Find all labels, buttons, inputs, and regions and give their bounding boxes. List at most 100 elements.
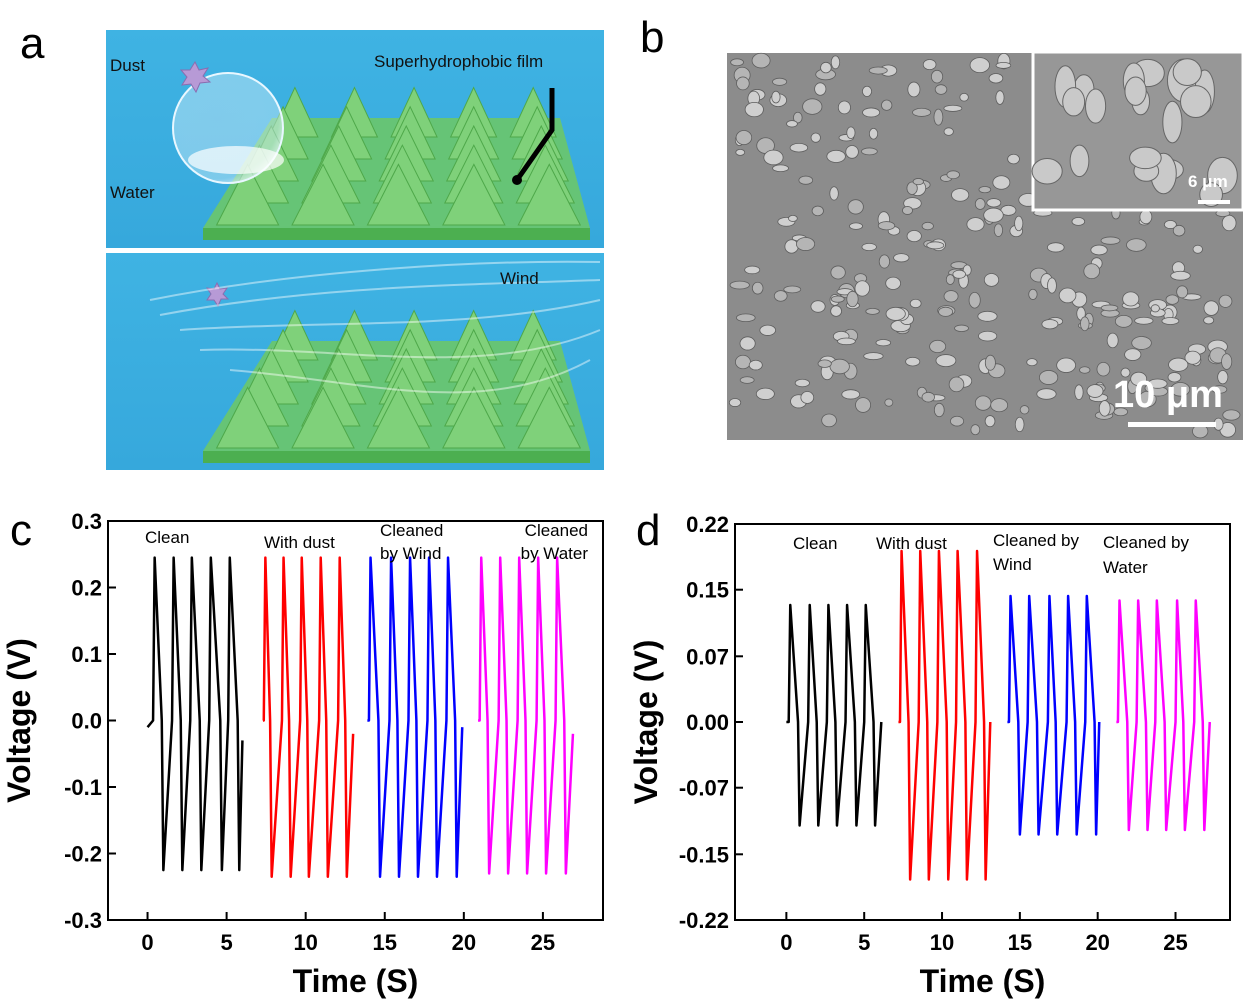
- sem-feature: [735, 354, 751, 370]
- sem-feature: [1084, 88, 1107, 124]
- y-tick-label: 0.00: [686, 710, 729, 735]
- sem-feature: [763, 149, 784, 166]
- sem-feature: [861, 147, 878, 156]
- sem-feature: [814, 82, 827, 96]
- sem-feature: [1218, 294, 1233, 308]
- signal-line: [786, 603, 883, 827]
- sem-feature: [974, 395, 992, 411]
- x-tick-label: 5: [858, 930, 870, 955]
- sem-feature: [861, 242, 877, 252]
- sem-feature: [837, 100, 851, 115]
- scale-label: 10 μm: [1113, 374, 1223, 416]
- sem-feature: [802, 98, 823, 115]
- sem-feature: [739, 336, 756, 351]
- sem-feature: [868, 66, 888, 75]
- film-side: [203, 228, 590, 240]
- y-tick-label: -0.15: [679, 842, 729, 867]
- sem-feature: [970, 424, 981, 436]
- sem-feature: [1079, 366, 1091, 374]
- sem-feature: [1056, 357, 1077, 373]
- sem-feature: [744, 101, 764, 118]
- sem-feature: [954, 324, 969, 332]
- x-tick-label: 25: [1163, 930, 1187, 955]
- inset-scale-label: 6 μm: [1188, 172, 1228, 191]
- sem-feature: [729, 280, 750, 290]
- sem-feature: [912, 178, 924, 186]
- wind-lines: [149, 260, 601, 394]
- sem-feature: [830, 265, 846, 280]
- sem-feature: [992, 175, 1011, 190]
- sem-feature: [974, 198, 986, 210]
- sem-feature: [1139, 209, 1153, 225]
- sem-feature: [1203, 300, 1219, 316]
- film-cone: [442, 386, 506, 449]
- film-cone: [366, 163, 431, 226]
- sem-feature: [798, 175, 814, 185]
- panel-label: d: [636, 506, 660, 555]
- sem-feature: [1047, 242, 1065, 253]
- sem-feature: [759, 324, 776, 336]
- sem-feature: [820, 61, 832, 74]
- sem-feature: [829, 186, 839, 201]
- sem-feature: [912, 107, 932, 117]
- sem-feature: [946, 170, 960, 180]
- sem-feature: [988, 73, 1004, 84]
- droplet-reflection: [188, 146, 284, 174]
- sem-feature: [933, 402, 945, 418]
- sem-feature: [922, 59, 937, 71]
- sem-feature: [977, 310, 998, 322]
- sem-feature: [945, 274, 955, 285]
- sem-feature: [772, 77, 788, 86]
- sem-feature: [783, 285, 802, 294]
- sem-feature: [1071, 217, 1086, 226]
- y-tick-label: -0.2: [64, 842, 102, 867]
- sem-feature: [1126, 238, 1147, 252]
- sem-feature: [755, 387, 775, 400]
- dust-label: Dust: [110, 56, 145, 75]
- sem-feature: [1062, 87, 1086, 117]
- sem-feature: [1100, 304, 1119, 312]
- film-cone: [442, 163, 506, 226]
- sem-feature: [986, 198, 1002, 208]
- sem-feature: [846, 290, 859, 308]
- sem-feature: [1170, 270, 1191, 281]
- sem-feature: [789, 142, 809, 153]
- pointer-dot: [512, 175, 522, 185]
- annotation: Wind: [993, 555, 1032, 574]
- film-cone: [291, 163, 355, 226]
- x-tick-label: 0: [780, 930, 792, 955]
- sem-feature: [810, 132, 821, 143]
- sem-feature: [935, 354, 957, 368]
- sem-feature: [934, 84, 948, 95]
- sem-feature: [885, 276, 901, 290]
- sem-feature: [1170, 382, 1191, 397]
- sem-feature: [907, 81, 921, 98]
- sem-feature: [1026, 358, 1038, 367]
- y-tick-label: -0.3: [64, 908, 102, 933]
- sem-feature: [921, 221, 934, 231]
- film-cone: [517, 163, 582, 226]
- sem-feature: [968, 291, 981, 309]
- sem-feature: [1074, 384, 1084, 401]
- sem-feature: [1014, 215, 1024, 232]
- sem-feature: [1096, 361, 1111, 377]
- sem-feature: [893, 253, 910, 263]
- dust-particle: [179, 60, 212, 94]
- inset-scale-bar: [1198, 200, 1230, 204]
- sem-feature: [950, 415, 965, 427]
- sem-feature: [748, 359, 763, 371]
- sem-feature: [1031, 157, 1063, 185]
- sem-feature: [1058, 287, 1077, 304]
- signal-line: [1116, 599, 1212, 832]
- signal-line: [146, 556, 244, 872]
- sem-feature: [735, 148, 746, 156]
- sem-feature: [736, 313, 756, 323]
- sem-feature: [841, 389, 861, 400]
- sem-feature: [854, 280, 870, 297]
- sem-feature: [849, 222, 863, 230]
- sem-feature: [1098, 400, 1111, 417]
- panel-label: a: [20, 19, 45, 68]
- sem-feature: [1180, 85, 1212, 119]
- sem-feature: [1090, 244, 1108, 256]
- sem-feature: [863, 352, 884, 361]
